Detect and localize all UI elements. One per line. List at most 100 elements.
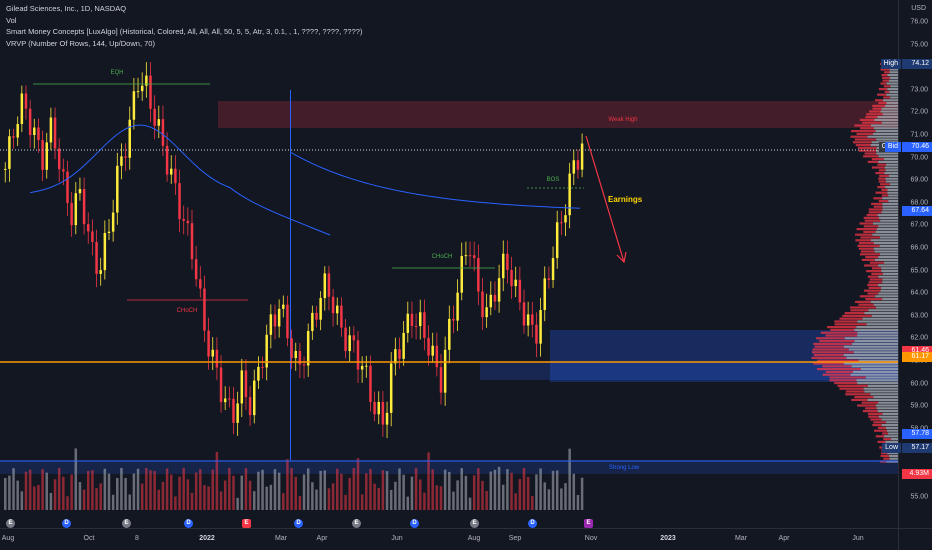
candle-body <box>369 365 372 402</box>
price-badge-label: Bid <box>884 142 901 153</box>
legend-smc-indicator[interactable]: Smart Money Concepts [LuxAlgo] (Historic… <box>6 27 363 36</box>
volume-bar <box>37 484 40 510</box>
price-badge: 57.78 <box>902 428 932 439</box>
price-tick: 71.00 <box>910 131 928 139</box>
dividend-marker[interactable]: D <box>184 519 193 528</box>
candle-body <box>186 220 190 224</box>
vrvp-bar-up <box>856 379 898 382</box>
legend-volume[interactable]: Vol <box>6 15 17 25</box>
candle-body <box>53 117 57 149</box>
vrvp-bar-up <box>878 216 898 219</box>
volume-bar <box>265 486 268 510</box>
volume-bar <box>99 483 102 510</box>
candle-body <box>423 312 426 338</box>
vrvp-bar-up <box>886 102 898 105</box>
volume-bar <box>576 495 580 510</box>
vrvp-bar-down <box>865 256 879 259</box>
volume-bar <box>522 468 526 510</box>
candle-body <box>211 349 214 357</box>
vrvp-bar-up <box>884 172 898 175</box>
price-badge: High 74.12 <box>880 59 932 70</box>
volume-bar <box>356 458 360 510</box>
candle-body <box>576 160 580 170</box>
vrvp-bar-up <box>889 79 898 82</box>
vrvp-bar-down <box>814 345 844 348</box>
volume-bar <box>315 489 318 510</box>
vrvp-bar-down <box>859 222 874 225</box>
vrvp-bar-up <box>874 118 898 121</box>
earnings-marker[interactable]: E <box>584 519 593 528</box>
earnings-annotation: Earnings <box>608 195 643 204</box>
candle-body <box>95 241 98 274</box>
vrvp-bar-up <box>884 435 898 438</box>
vrvp-bar-down <box>871 166 885 169</box>
candle-body <box>340 305 343 328</box>
vrvp-bar-down <box>863 216 879 219</box>
volume-bar <box>510 472 513 510</box>
earnings-marker[interactable]: E <box>122 519 131 528</box>
candle-body <box>178 183 181 220</box>
vrvp-bar-down <box>819 340 855 343</box>
dividend-marker[interactable]: D <box>410 519 419 528</box>
time-axis[interactable]: Aug Oct 8 2022 Mar Apr Jun Aug Sep Nov 2023 Mar Apr J… <box>0 528 898 550</box>
price-chart[interactable]: EQH CHoCH CHoCH BOS Weak High Strong Low <box>0 0 898 528</box>
chart-pane[interactable]: EQH CHoCH CHoCH BOS Weak High Strong Low Earn… <box>0 0 898 528</box>
vrvp-bar-up <box>877 214 898 217</box>
vrvp-bar-up <box>891 438 898 441</box>
dividend-marker[interactable]: D <box>294 519 303 528</box>
candle-body <box>568 173 571 216</box>
vrvp-bar-down <box>811 351 854 354</box>
volume-bar <box>481 480 484 510</box>
vrvp-bar-down <box>839 317 863 320</box>
vrvp-bar-down <box>811 356 847 359</box>
smc-annotation: CHoCH <box>177 308 198 314</box>
smc-annotation: EQH <box>110 70 123 76</box>
vrvp-bar-up <box>881 286 898 289</box>
axis-corner[interactable] <box>898 528 932 550</box>
volume-bar <box>257 471 260 510</box>
vrvp-bar-up <box>876 228 898 231</box>
dividend-marker[interactable]: D <box>62 519 71 528</box>
vrvp-bar-up <box>887 74 898 77</box>
earnings-marker[interactable]: E <box>242 519 251 528</box>
vrvp-bar-down <box>882 76 890 79</box>
price-tick: 68.00 <box>910 199 928 207</box>
volume-bar <box>531 495 534 510</box>
price-tick: 55.00 <box>910 493 928 501</box>
vrvp-bar-down <box>874 429 887 432</box>
legend-title[interactable]: Gilead Sciences, Inc., 1D, NASDAQ <box>6 4 127 13</box>
volume-bar <box>66 496 69 510</box>
volume-bar <box>203 485 206 510</box>
volume-bar <box>298 496 302 510</box>
volume-bar <box>331 483 335 510</box>
vrvp-bar-up <box>853 351 898 354</box>
price-tick: 69.00 <box>910 176 928 184</box>
vrvp-bar-up <box>854 328 898 331</box>
earnings-marker[interactable]: E <box>352 519 361 528</box>
vrvp-bar-down <box>855 144 871 147</box>
price-tick: 72.00 <box>910 108 928 116</box>
vrvp-bar-down <box>861 401 879 404</box>
volume-bar <box>439 486 443 510</box>
vrvp-bar-up <box>864 312 898 315</box>
earnings-marker[interactable]: E <box>470 519 479 528</box>
candle-body <box>564 215 567 223</box>
dividend-marker[interactable]: D <box>528 519 537 528</box>
vrvp-bar-up <box>877 116 898 119</box>
legend-vrvp-indicator[interactable]: VRVP (Number Of Rows, 144, Up/Down, 70) <box>6 38 155 48</box>
price-scale[interactable]: USD 76.0075.0074.0073.0072.0071.0070.006… <box>878 0 932 528</box>
vrvp-bar-up <box>876 407 898 410</box>
volume-bar <box>485 491 488 510</box>
candle-body <box>253 380 256 416</box>
candle-body <box>74 193 78 226</box>
vrvp-bar-down <box>878 180 887 183</box>
candle-body <box>464 255 468 257</box>
candle-body <box>140 85 144 92</box>
candle-body <box>419 312 422 327</box>
earnings-marker[interactable]: E <box>6 519 15 528</box>
candle-body <box>12 136 15 138</box>
vrvp-bar-up <box>885 426 898 429</box>
vrvp-bar-up <box>886 429 898 432</box>
vrvp-bar-up <box>874 127 898 130</box>
vrvp-bar-down <box>875 435 885 438</box>
